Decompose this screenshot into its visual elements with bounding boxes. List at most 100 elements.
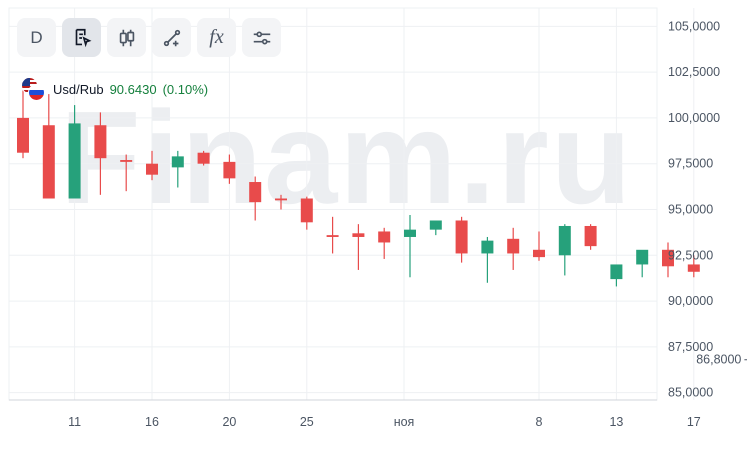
y-tick-label: 87,5000 [668, 340, 713, 354]
x-tick-label: 11 [68, 415, 81, 429]
candle [68, 105, 81, 199]
x-tick-label: 20 [222, 415, 236, 429]
y-tick-label: 100,0000 [668, 111, 720, 125]
candle-body [352, 233, 365, 237]
candle-body [146, 163, 158, 175]
candle-body [275, 198, 287, 201]
candle [429, 220, 442, 236]
x-axis: 11162025ноя813172227дек [9, 399, 701, 429]
candle [300, 196, 313, 230]
candle-body [533, 249, 545, 258]
drawing-mode-button[interactable] [62, 18, 101, 57]
candle-body [326, 235, 339, 237]
candle [352, 224, 365, 270]
last-price: 90.6430 [109, 81, 157, 97]
candle-body [455, 220, 468, 254]
x-tick-label: ноя [394, 415, 415, 429]
candles-button[interactable] [107, 18, 146, 57]
watermark: Finam.ru [60, 84, 634, 231]
ru-flag-icon [28, 84, 45, 101]
y-tick-label: 92,5000 [668, 248, 713, 262]
candle-body [481, 240, 494, 254]
y-tick-label: 102,5000 [668, 65, 720, 79]
candle-body [171, 156, 184, 168]
grid [8, 7, 695, 401]
candle-body [17, 117, 29, 153]
candle [94, 112, 107, 195]
candles [17, 84, 700, 287]
interval-button[interactable]: D [17, 18, 56, 57]
min-annotation: 86,8000 [696, 353, 747, 367]
min-arrow-icon [744, 359, 747, 361]
candle-body [197, 152, 210, 164]
candle [558, 224, 571, 276]
sliders-icon [253, 30, 270, 45]
interval-label: D [30, 27, 43, 47]
price-change: (0.10%) [162, 81, 209, 97]
plot-frame [8, 7, 658, 401]
min-value-label: 86,8000 [696, 353, 741, 367]
candle [197, 150, 210, 166]
y-tick-label: 97,5000 [668, 157, 713, 171]
candle [687, 255, 700, 278]
chart-toolbar: D fx [17, 18, 281, 57]
candle-body [404, 229, 416, 237]
candle [404, 214, 416, 278]
candle [120, 154, 133, 192]
y-tick-label: 90,0000 [668, 294, 713, 308]
fx-icon: fx [209, 26, 224, 48]
candle [610, 264, 623, 287]
x-tick-label: 17 [687, 415, 701, 429]
candle [42, 94, 55, 199]
candle-body [68, 123, 81, 199]
trendline-icon [163, 29, 180, 46]
candle [507, 227, 520, 270]
legend: Usd/Rub 90.6430 (0.10%) [21, 77, 208, 101]
candle-body [662, 249, 674, 267]
trendline-button[interactable] [152, 18, 191, 57]
x-tick-label: 16 [145, 415, 159, 429]
candle-body [42, 125, 55, 199]
candle [533, 231, 545, 261]
candle [636, 249, 649, 278]
candle [455, 216, 468, 263]
candle [584, 224, 597, 250]
candle-body [610, 264, 623, 280]
currency-flags-icon [21, 77, 47, 101]
candle [171, 150, 184, 188]
candle-body [636, 249, 649, 265]
candle-body [507, 238, 520, 254]
x-tick-label: 25 [300, 415, 314, 429]
settings-button[interactable] [242, 18, 281, 57]
candle [249, 176, 262, 221]
candle-body [584, 225, 597, 247]
y-tick-label: 105,0000 [668, 19, 720, 33]
candle [662, 242, 674, 278]
symbol-label: Usd/Rub [53, 81, 104, 97]
y-tick-label: 95,0000 [668, 202, 713, 216]
candlestick-icon [119, 29, 134, 46]
candle [378, 227, 391, 259]
cursor-doc-icon [75, 28, 91, 47]
candle [275, 194, 287, 210]
indicators-button[interactable]: fx [197, 18, 236, 57]
candle-body [94, 125, 107, 159]
x-tick-label: 8 [536, 415, 543, 429]
candle-body [687, 264, 700, 272]
candle-body [223, 161, 236, 179]
candle [326, 216, 339, 254]
x-tick-label: 13 [609, 415, 623, 429]
candle-body [249, 182, 262, 203]
candle-body [378, 231, 391, 243]
y-tick-label: 85,0000 [668, 386, 713, 400]
candle [481, 236, 494, 283]
candle-body [558, 225, 571, 256]
candle-body [429, 220, 442, 230]
candle [146, 150, 158, 181]
candle [17, 84, 29, 159]
candle [223, 154, 236, 184]
candle-body [300, 198, 313, 223]
y-axis: 85,0000 87,5000 90,0000 92,5000 95,0000 97,50… [668, 19, 720, 399]
candle-body [120, 160, 133, 162]
